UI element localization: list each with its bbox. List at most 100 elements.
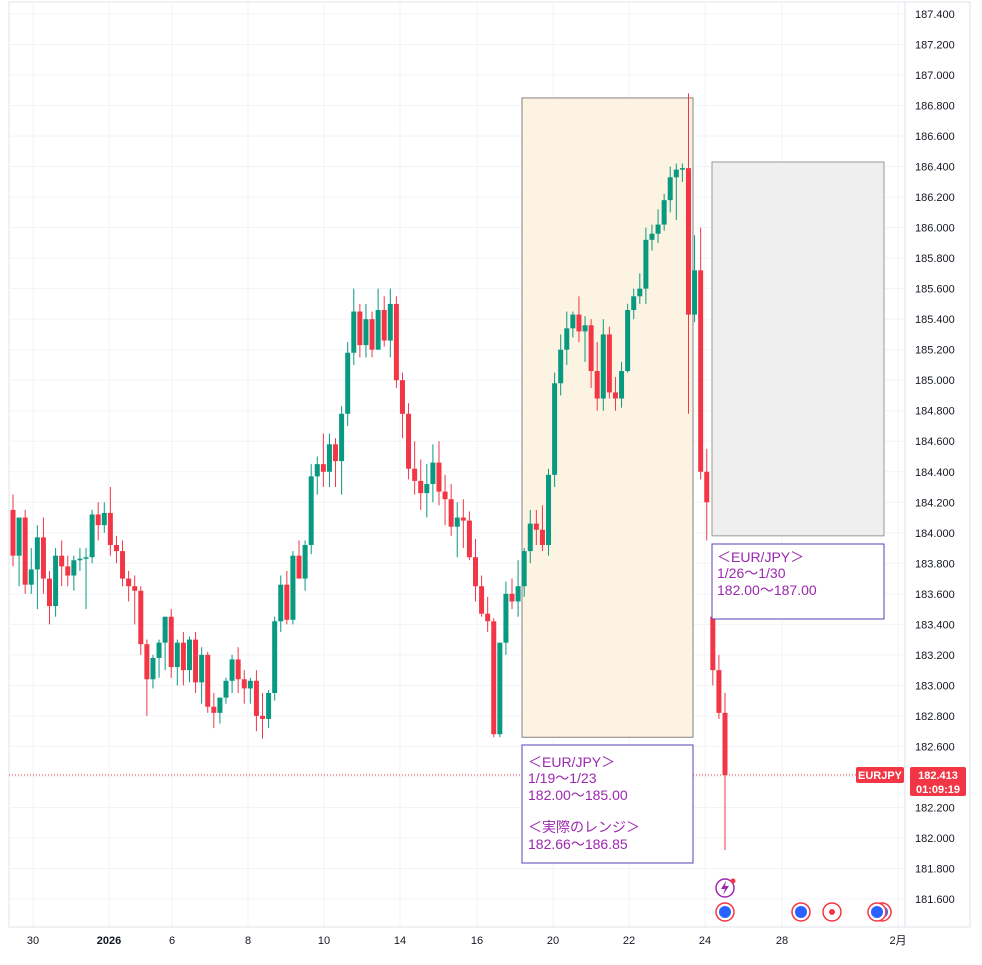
candle-body-up[interactable] [649,233,655,240]
candle-body-down[interactable] [10,509,16,556]
candle-body-up[interactable] [619,371,625,399]
candle-body-down[interactable] [442,491,448,500]
candle-body-down[interactable] [333,444,339,462]
candle-body-up[interactable] [229,659,235,681]
candle-body-up[interactable] [290,555,296,620]
candle-body-up[interactable] [521,551,527,587]
candle-body-down[interactable] [144,644,150,680]
candle-body-down[interactable] [509,593,515,602]
candle-body-up[interactable] [558,349,564,384]
candle-body-up[interactable] [326,444,332,472]
candle-body-down[interactable] [113,545,119,552]
candle-body-up[interactable] [655,224,661,234]
candle-body-down[interactable] [296,555,302,579]
candle-body-up[interactable] [673,169,679,178]
candle-body-down[interactable] [241,679,247,689]
candle-body-up[interactable] [339,413,345,462]
candle-body-down[interactable] [466,520,472,558]
candle-body-down[interactable] [120,551,126,579]
candle-body-down[interactable] [260,715,266,719]
candle-body-down[interactable] [284,584,290,620]
candle-body-up[interactable] [53,555,59,607]
candle-body-down[interactable] [369,319,375,350]
candle-body-up[interactable] [247,680,253,689]
candle-body-down[interactable] [168,616,174,668]
candle-body-down[interactable] [460,517,466,521]
candle-body-up[interactable] [454,517,460,527]
candle-body-up[interactable] [667,177,673,201]
candle-body-up[interactable] [661,200,667,225]
candle-body-down[interactable] [180,642,186,671]
candle-body-down[interactable] [479,586,485,614]
annotation-box-2[interactable] [711,543,885,620]
candle-body-down[interactable] [393,303,399,381]
candle-body-up[interactable] [497,642,503,735]
candle-body-up[interactable] [186,639,192,671]
candle-body-down[interactable] [612,392,618,399]
candle-body-down[interactable] [698,270,704,472]
candle-body-down[interactable] [59,555,65,567]
candle-body-down[interactable] [211,706,217,713]
candle-body-down[interactable] [685,168,691,315]
candle-body-up[interactable] [515,586,521,602]
candle-body-up[interactable] [527,523,533,552]
candle-body-down[interactable] [539,529,545,545]
candle-body-up[interactable] [424,483,430,494]
candle-body-up[interactable] [174,642,180,668]
candle-body-down[interactable] [576,314,582,332]
candle-body-up[interactable] [272,621,278,694]
candle-body-down[interactable] [138,590,144,645]
candle-body-up[interactable] [363,319,369,346]
candle-body-down[interactable] [412,468,418,481]
candle-body-up[interactable] [199,654,205,683]
candle-body-up[interactable] [637,288,643,297]
candle-body-up[interactable] [679,168,685,170]
candle-body-down[interactable] [722,712,728,775]
candle-body-up[interactable] [564,328,570,350]
candle-body-down[interactable] [448,499,454,527]
candle-body-down[interactable] [357,311,363,346]
candle-body-down[interactable] [65,566,71,576]
candle-body-down[interactable] [606,334,612,393]
candle-body-up[interactable] [308,476,314,545]
candle-body-down[interactable] [485,613,491,622]
candle-body-up[interactable] [266,693,272,719]
candle-body-up[interactable] [150,657,156,680]
candle-body-up[interactable] [314,464,320,477]
candle-body-up[interactable] [16,517,22,556]
candle-body-down[interactable] [132,586,138,591]
candle-body-down[interactable] [533,523,539,530]
candle-body-up[interactable] [156,642,162,658]
candle-body-up[interactable] [582,325,588,332]
candle-body-down[interactable] [594,371,600,399]
candle-body-up[interactable] [83,557,89,559]
candle-body-up[interactable] [223,680,229,698]
candle-body-down[interactable] [95,514,101,526]
candle-body-down[interactable] [716,670,722,713]
candle-body-up[interactable] [162,616,168,643]
candle-body-down[interactable] [253,680,259,716]
candle-body-down[interactable] [107,512,113,545]
candle-body-down[interactable] [406,413,412,469]
candle-body-up[interactable] [28,569,34,585]
candle-body-down[interactable] [436,462,442,492]
candle-body-up[interactable] [546,474,552,545]
candle-body-down[interactable] [40,537,46,579]
candle-body-up[interactable] [503,593,509,643]
candle-body-up[interactable] [302,545,308,579]
candle-body-down[interactable] [126,578,132,587]
candle-body-down[interactable] [47,578,53,607]
candle-body-up[interactable] [351,311,357,353]
candle-body-down[interactable] [193,639,199,683]
candle-body-up[interactable] [217,697,223,713]
candle-body-down[interactable] [418,480,424,494]
candle-body-up[interactable] [77,558,83,561]
candle-body-up[interactable] [375,310,381,350]
candle-body-down[interactable] [205,654,211,707]
candle-body-down[interactable] [710,616,716,671]
candle-body-up[interactable] [643,239,649,289]
candle-body-up[interactable] [552,383,558,475]
candle-body-up[interactable] [89,514,95,558]
